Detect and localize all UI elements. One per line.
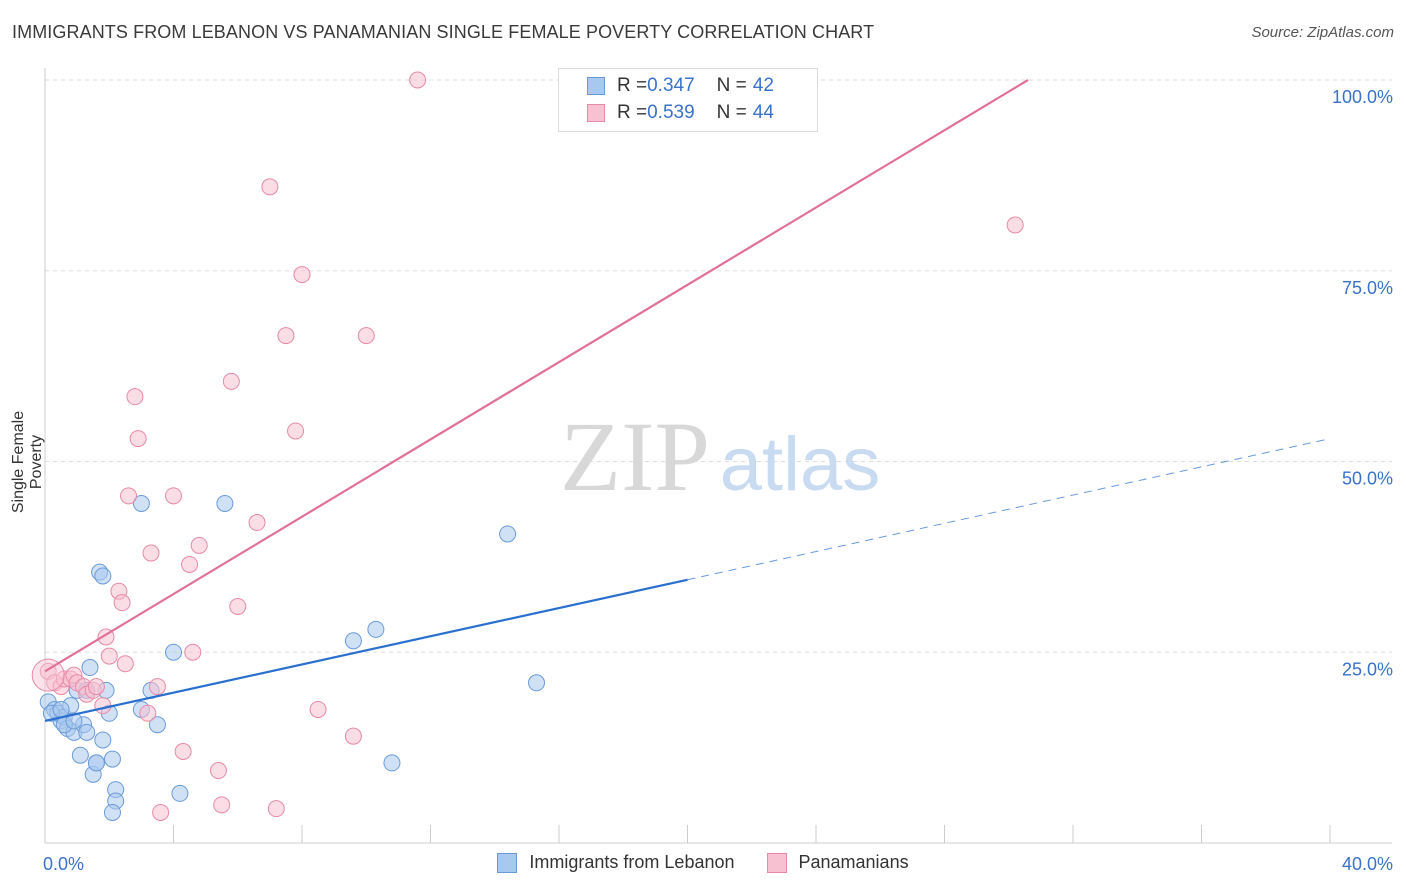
lebanon-point — [383, 754, 401, 772]
y-tick-label: 25.0% — [1342, 659, 1393, 679]
lebanon-point — [81, 659, 99, 677]
n-value: 42 — [752, 75, 774, 96]
panamanian-point — [152, 803, 170, 821]
legend-swatch-pink — [766, 852, 787, 873]
panamanian-point — [287, 422, 305, 440]
panamanian-point — [261, 178, 279, 196]
panamanian-point — [293, 266, 311, 284]
panamanian-point — [409, 71, 427, 89]
panamanian-point — [139, 704, 157, 722]
lebanon-point — [94, 567, 112, 585]
y-axis-label: Single Female Poverty — [10, 410, 45, 514]
points-layer — [31, 71, 1024, 821]
r-value: 0.347 — [647, 75, 695, 96]
lebanon-point — [103, 750, 121, 768]
x-tick-label: 40.0% — [1342, 854, 1393, 874]
panamanian-point — [181, 556, 199, 574]
watermark: ZIP atlas — [560, 401, 880, 512]
panamanian-point — [94, 697, 112, 715]
tick-label-layer: 25.0% 50.0% 75.0% 100.0% 0.0% 40.0% — [43, 87, 1393, 874]
panamanian-point — [126, 388, 144, 406]
panamanian-point — [357, 327, 375, 345]
n-label: N = — [716, 102, 747, 123]
panamanian-point — [277, 327, 295, 345]
lebanon-point — [103, 803, 121, 821]
panamanian-point — [229, 597, 247, 615]
series-legend: Immigrants from Lebanon Panamanians — [0, 852, 1406, 873]
lebanon-point — [344, 632, 362, 650]
panamanian-point — [184, 643, 202, 661]
legend-row-lebanon: R = 0.347 N = 42 — [587, 74, 774, 98]
panamanian-point — [129, 430, 147, 448]
panamanian-point — [267, 800, 285, 818]
panamanian-point — [116, 655, 134, 673]
panamanian-point — [148, 678, 166, 696]
panamanian-point — [120, 487, 138, 505]
lebanon-point — [165, 643, 182, 661]
trend-layer — [44, 79, 1331, 722]
lebanon-point — [87, 754, 105, 772]
lebanon-point — [94, 731, 112, 749]
lebanon-point — [71, 746, 89, 764]
legend-swatch-pink — [587, 104, 605, 122]
panamanian-point — [142, 544, 160, 562]
y-tick-label: 50.0% — [1342, 469, 1393, 489]
axis-layer — [44, 68, 1392, 844]
watermark-atlas: atlas — [720, 422, 881, 507]
lebanon-point — [132, 494, 150, 512]
panamanian-point — [213, 796, 231, 814]
panamanian-trend-line — [44, 79, 1029, 673]
correlation-legend: R = 0.347 N = 42 R = 0.539 N = 44 — [558, 68, 818, 132]
panamanian-point — [1006, 216, 1024, 234]
source-label: Source: ZipAtlas.com — [1251, 24, 1394, 41]
x-tick-label: 0.0% — [43, 854, 84, 874]
legend-swatch-blue — [497, 852, 518, 873]
grid-layer — [45, 79, 1392, 653]
panamanian-point — [100, 647, 118, 665]
panamanian-point — [113, 594, 131, 612]
panamanian-point — [165, 487, 182, 505]
lebanon-point — [216, 494, 234, 512]
panamanian-point — [248, 514, 266, 532]
lebanon-point — [78, 723, 96, 741]
r-label: R = — [617, 102, 648, 123]
r-value: 0.539 — [647, 102, 695, 123]
panamanian-cluster-point — [31, 658, 65, 692]
panamanian-point — [309, 700, 327, 718]
legend-item-lebanon: Immigrants from Lebanon — [497, 852, 735, 873]
lebanon-point — [171, 784, 189, 802]
legend-label: Panamanians — [798, 852, 909, 872]
n-label: N = — [716, 75, 747, 96]
y-tick-label: 100.0% — [1332, 87, 1393, 107]
panamanian-point — [344, 727, 362, 745]
panamanian-point — [174, 742, 192, 760]
lebanon-point — [65, 712, 83, 730]
y-tick-label: 75.0% — [1342, 278, 1393, 298]
panamanian-point — [87, 678, 105, 696]
legend-swatch-blue — [587, 77, 605, 95]
lebanon-trend-line — [44, 578, 688, 722]
n-value: 44 — [752, 102, 774, 123]
watermark-zip: ZIP — [560, 401, 710, 512]
lebanon-trend-extension — [687, 438, 1331, 581]
lebanon-point — [499, 525, 517, 543]
r-label: R = — [617, 75, 648, 96]
lebanon-point — [148, 716, 166, 734]
lebanon-point — [367, 620, 385, 638]
legend-row-panamanians: R = 0.539 N = 44 — [587, 101, 774, 125]
lebanon-point — [528, 674, 546, 692]
panamanian-point — [209, 762, 227, 780]
panamanian-point — [190, 536, 208, 554]
legend-label: Immigrants from Lebanon — [529, 852, 735, 872]
chart-title: IMMIGRANTS FROM LEBANON VS PANAMANIAN SI… — [12, 22, 875, 42]
legend-item-panamanians: Panamanians — [766, 852, 909, 873]
panamanian-point — [222, 372, 240, 390]
